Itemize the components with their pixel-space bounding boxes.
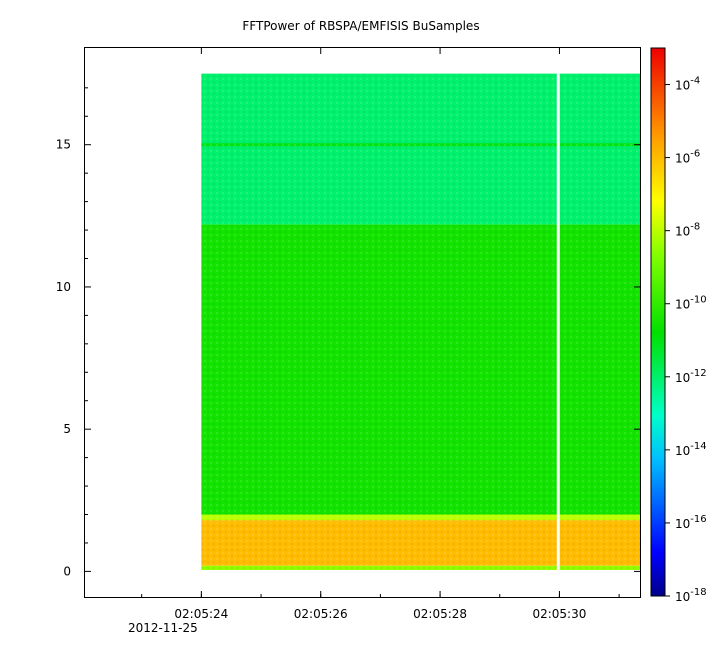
x-axis: 02:05:24 02:05:26 02:05:28 02:05:30 xyxy=(141,48,620,621)
colorbar-tick-label: 10-18 xyxy=(675,587,707,604)
x-tick-label: 02:05:30 xyxy=(532,607,586,621)
colorbar-ticks: 10-4 10-6 10-8 10-10 10-12 10-14 10-16 10-18 xyxy=(665,76,707,604)
y-tick-label: 5 xyxy=(63,422,71,436)
spectrogram-image xyxy=(201,73,640,570)
colorbar: 10-4 10-6 10-8 10-10 10-12 10-14 10-16 10-18 xyxy=(650,47,707,604)
colorbar-tick-label: 10-16 xyxy=(675,514,707,531)
chart-title: FFTPower of RBSPA/EMFISIS BuSamples xyxy=(242,19,479,33)
x-tick-label: 02:05:28 xyxy=(413,607,467,621)
colorbar-tick-label: 10-10 xyxy=(675,295,707,312)
colorbar-tick-label: 10-12 xyxy=(675,368,707,385)
x-tick-label: 02:05:26 xyxy=(294,607,348,621)
x-axis-date-label: 2012-11-25 xyxy=(128,621,198,635)
spectrogram-texture xyxy=(201,73,640,570)
y-tick-label: 10 xyxy=(56,280,71,294)
y-tick-label: 15 xyxy=(56,138,71,152)
y-axis: 0 5 10 15 xyxy=(56,87,640,578)
y-tick-label: 0 xyxy=(63,564,71,578)
colorbar-tick-label: 10-6 xyxy=(675,149,700,166)
colorbar-tick-label: 10-4 xyxy=(675,76,700,93)
colorbar-tick-label: 10-14 xyxy=(675,441,707,458)
plot-area xyxy=(84,47,641,598)
colorbar-gradient xyxy=(650,47,666,597)
colorbar-tick-label: 10-8 xyxy=(675,222,700,239)
data-gap xyxy=(556,73,560,570)
x-tick-label: 02:05:24 xyxy=(174,607,228,621)
plot-frame-border xyxy=(84,47,641,598)
